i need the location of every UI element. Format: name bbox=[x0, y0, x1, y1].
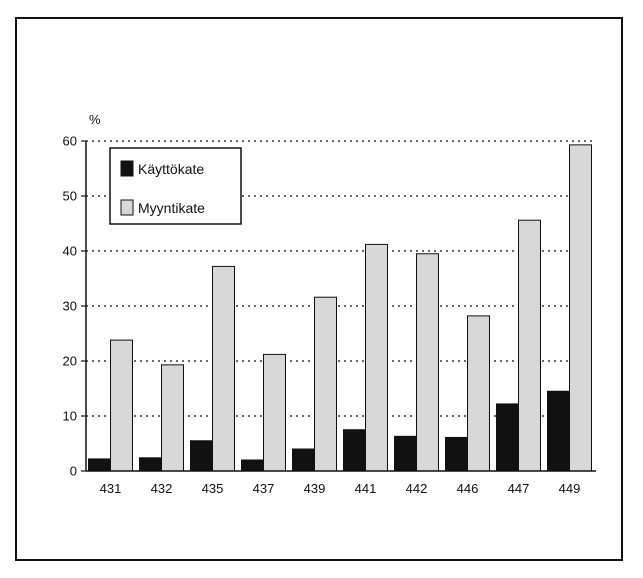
bar-myyntikate-449 bbox=[569, 144, 592, 472]
bar-myyntikate-442 bbox=[416, 253, 439, 472]
bar-kayttokate-432 bbox=[139, 457, 162, 472]
x-tick-label: 435 bbox=[202, 481, 224, 496]
y-tick-label: 50 bbox=[63, 189, 77, 204]
bar-kayttokate-437 bbox=[241, 459, 264, 472]
legend-label-kayttokate: Käyttökate bbox=[138, 161, 204, 177]
bar-myyntikate-432 bbox=[161, 364, 184, 472]
bar-myyntikate-439 bbox=[314, 296, 337, 472]
bar-myyntikate-441 bbox=[365, 243, 388, 472]
x-tick-label: 431 bbox=[100, 481, 122, 496]
legend-swatch-kayttokate bbox=[120, 160, 134, 177]
x-tick-label: 432 bbox=[151, 481, 173, 496]
bar-kayttokate-439 bbox=[292, 448, 315, 472]
x-axis-ticks: 431 432 435 437 439 441 442 446 447 449 bbox=[100, 481, 581, 496]
y-tick-label: 60 bbox=[63, 134, 77, 149]
legend-label-myyntikate: Myyntikate bbox=[138, 200, 205, 216]
bar-kayttokate-441 bbox=[343, 429, 366, 472]
legend: Käyttökate Myyntikate bbox=[109, 147, 242, 225]
bar-kayttokate-435 bbox=[190, 440, 213, 472]
bar-myyntikate-437 bbox=[263, 353, 286, 472]
x-tick-label: 439 bbox=[304, 481, 326, 496]
y-tick-label: 20 bbox=[63, 354, 77, 369]
y-axis-unit-label: % bbox=[89, 112, 101, 127]
y-tick-label: 40 bbox=[63, 244, 77, 259]
x-tick-label: 446 bbox=[457, 481, 479, 496]
bar-kayttokate-449 bbox=[547, 390, 570, 472]
y-tick-label: 10 bbox=[63, 409, 77, 424]
bar-myyntikate-431 bbox=[110, 339, 133, 472]
legend-swatch-myyntikate bbox=[120, 199, 134, 216]
bar-kayttokate-442 bbox=[394, 435, 417, 472]
x-tick-label: 447 bbox=[508, 481, 530, 496]
y-axis-ticks: 0 10 20 30 40 50 60 bbox=[63, 134, 86, 479]
x-tick-label: 449 bbox=[559, 481, 581, 496]
y-tick-label: 0 bbox=[70, 464, 77, 479]
x-tick-label: 437 bbox=[253, 481, 275, 496]
bar-kayttokate-447 bbox=[496, 403, 519, 472]
y-tick-label: 30 bbox=[63, 299, 77, 314]
x-tick-label: 441 bbox=[355, 481, 377, 496]
bar-myyntikate-435 bbox=[212, 265, 235, 472]
x-tick-label: 442 bbox=[406, 481, 428, 496]
bar-myyntikate-446 bbox=[467, 315, 490, 472]
bar-kayttokate-446 bbox=[445, 436, 468, 472]
bar-myyntikate-447 bbox=[518, 219, 541, 472]
bars bbox=[88, 144, 592, 472]
bar-kayttokate-431 bbox=[88, 458, 111, 472]
